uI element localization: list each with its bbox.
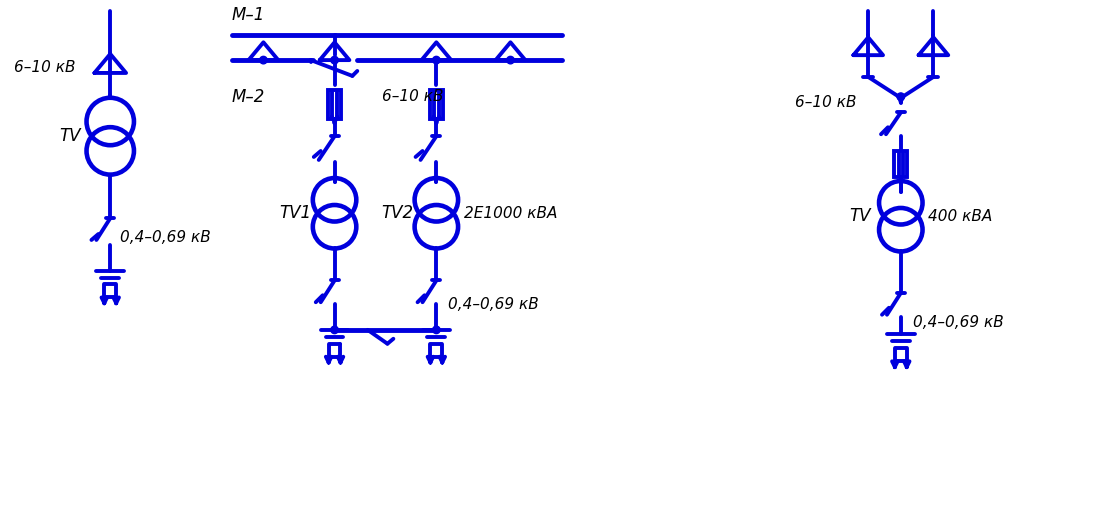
Text: TV2: TV2 bbox=[381, 204, 413, 222]
Circle shape bbox=[330, 326, 338, 333]
Text: TV: TV bbox=[59, 127, 80, 145]
Circle shape bbox=[897, 93, 905, 101]
Bar bbox=[328, 90, 341, 119]
Text: TV: TV bbox=[850, 207, 871, 225]
Text: 2Е1000 кВА: 2Е1000 кВА bbox=[464, 206, 558, 221]
Text: 6–10 кВ: 6–10 кВ bbox=[14, 59, 76, 75]
Circle shape bbox=[506, 56, 514, 64]
Circle shape bbox=[433, 326, 440, 333]
Text: M–1: M–1 bbox=[232, 6, 265, 23]
Text: M–2: M–2 bbox=[232, 88, 265, 106]
Text: TV1: TV1 bbox=[279, 204, 312, 222]
Text: 0,4–0,69 кВ: 0,4–0,69 кВ bbox=[120, 230, 211, 245]
Circle shape bbox=[259, 56, 267, 64]
Text: 0,4–0,69 кВ: 0,4–0,69 кВ bbox=[448, 296, 539, 312]
Bar bbox=[895, 151, 907, 177]
Text: 6–10 кВ: 6–10 кВ bbox=[382, 89, 444, 104]
Text: 400 кВА: 400 кВА bbox=[929, 209, 993, 224]
Text: 0,4–0,69 кВ: 0,4–0,69 кВ bbox=[912, 315, 1004, 330]
Circle shape bbox=[330, 56, 338, 64]
Bar bbox=[430, 90, 442, 119]
Text: 6–10 кВ: 6–10 кВ bbox=[795, 95, 856, 110]
Circle shape bbox=[433, 56, 440, 64]
